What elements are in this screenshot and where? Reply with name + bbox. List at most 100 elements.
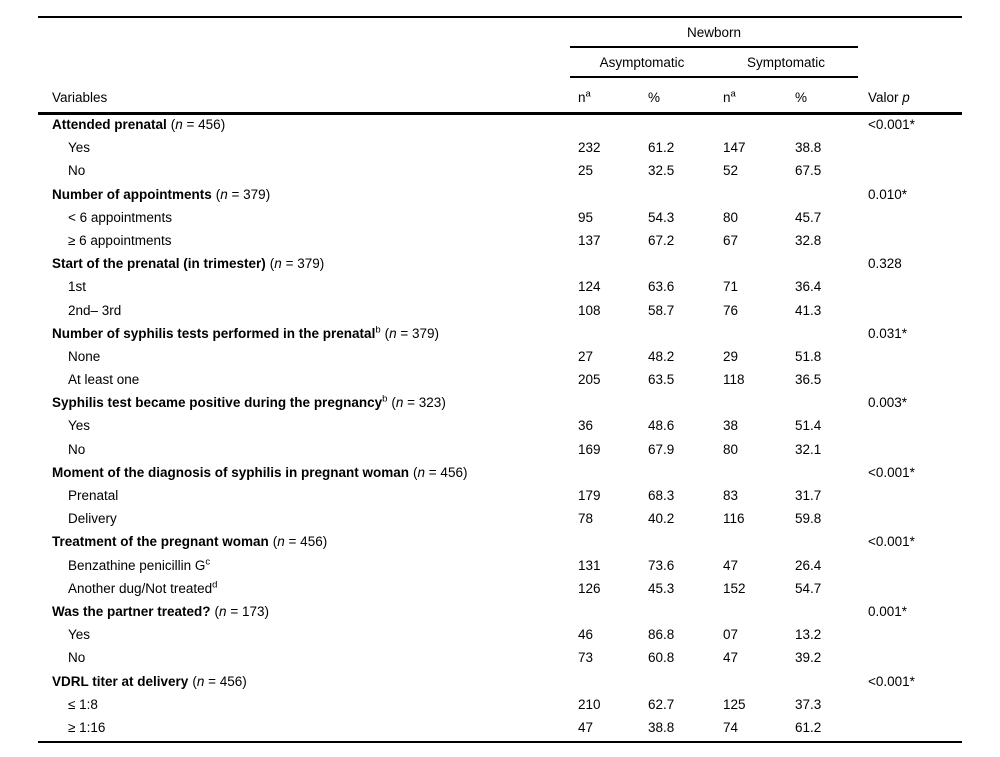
symptomatic-n: 83 xyxy=(723,488,739,503)
category-row: ≤ 1:8 210 62.7 125 37.3 xyxy=(38,693,962,716)
sample-size-note: (n = 456) xyxy=(170,117,226,132)
symptomatic-n: 38 xyxy=(723,418,739,434)
variable-label: Moment of the diagnosis of syphilis in p… xyxy=(52,464,468,480)
asymptomatic-n: 126 xyxy=(578,580,601,596)
sample-size-note: (n = 456) xyxy=(192,673,247,689)
column-header-row: Variables na % na % Valor p xyxy=(38,84,962,112)
asymptomatic-pct: 62.7 xyxy=(648,696,675,712)
symptomatic-n: 07 xyxy=(723,627,739,643)
category-row: Benzathine penicillin Gc 131 73.6 47 26.4 xyxy=(38,554,962,577)
sample-size-note: (n = 323) xyxy=(391,395,446,411)
asymptomatic-pct: 40.2 xyxy=(648,511,675,527)
symptomatic-pct: 59.8 xyxy=(795,511,822,527)
asymptomatic-n: 232 xyxy=(578,140,601,156)
n-superscript: a xyxy=(730,88,736,100)
footnote-marker: b xyxy=(375,324,381,336)
symptomatic-n: 47 xyxy=(723,650,739,666)
symptomatic-pct: 54.7 xyxy=(795,580,822,596)
asymptomatic-n: 25 xyxy=(578,163,594,179)
variable-section-row: Number of appointments (n = 379) 0.010* xyxy=(38,183,962,206)
variable-section-row: Number of syphilis tests performed in th… xyxy=(38,322,962,345)
category-row: Another dug/Not treatedd 126 45.3 152 54.7 xyxy=(38,577,962,600)
asymptomatic-n: 131 xyxy=(578,557,601,573)
asymptomatic-n: 108 xyxy=(578,302,601,318)
symptomatic-pct: 37.3 xyxy=(795,696,822,712)
asymptomatic-pct: 61.2 xyxy=(648,140,675,156)
group-underline xyxy=(570,46,858,48)
variable-section-row: Syphilis test became positive during the… xyxy=(38,391,962,414)
symptomatic-n: 116 xyxy=(723,511,745,527)
p-value: <0.001* xyxy=(868,673,915,689)
symptomatic-pct: 39.2 xyxy=(795,650,822,666)
symptomatic-pct: 38.8 xyxy=(795,140,822,156)
symptomatic-n: 152 xyxy=(723,580,746,596)
variable-label: Benzathine penicillin Gc xyxy=(68,556,211,573)
asymptomatic-pct: 48.2 xyxy=(648,348,675,364)
variable-label: 2nd– 3rd xyxy=(68,302,122,318)
symptomatic-pct: 61.2 xyxy=(795,719,822,735)
symptomatic-pct: 26.4 xyxy=(795,557,822,573)
subgroup-underline xyxy=(570,76,858,78)
variable-label: Number of syphilis tests performed in th… xyxy=(52,324,440,341)
column-header-pct-asymptomatic: % xyxy=(648,90,661,105)
subgroup-header-symptomatic: Symptomatic xyxy=(746,55,826,70)
category-row: Yes 232 61.2 147 38.8 xyxy=(38,136,962,159)
symptomatic-n: 29 xyxy=(723,348,739,364)
asymptomatic-n: 27 xyxy=(578,348,594,364)
variable-label: None xyxy=(68,348,101,364)
variable-section-row: Moment of the diagnosis of syphilis in p… xyxy=(38,461,962,484)
p-value: 0.003* xyxy=(868,395,908,411)
symptomatic-n: 118 xyxy=(723,372,745,388)
category-row: < 6 appointments 95 54.3 80 45.7 xyxy=(38,206,962,229)
variable-label: Treatment of the pregnant woman (n = 456) xyxy=(52,534,328,550)
variable-label: Number of appointments (n = 379) xyxy=(52,186,271,202)
bottom-rule xyxy=(38,741,962,743)
variable-label: No xyxy=(68,650,86,666)
symptomatic-n: 147 xyxy=(723,140,746,156)
asymptomatic-pct: 48.6 xyxy=(648,418,675,434)
asymptomatic-n: 179 xyxy=(578,488,601,503)
p-value: 0.010* xyxy=(868,186,908,202)
asymptomatic-pct: 32.5 xyxy=(648,163,675,179)
p-value: 0.001* xyxy=(868,603,908,619)
category-row: Yes 36 48.6 38 51.4 xyxy=(38,414,962,437)
variable-label: < 6 appointments xyxy=(68,209,172,225)
p-value: 0.031* xyxy=(868,325,908,341)
sample-size-note: (n = 379) xyxy=(384,325,440,341)
category-row: 1st 124 63.6 71 36.4 xyxy=(38,275,962,298)
asymptomatic-n: 78 xyxy=(578,511,594,527)
symptomatic-n: 71 xyxy=(723,279,739,295)
category-row: ≥ 6 appointments 137 67.2 67 32.8 xyxy=(38,229,962,252)
category-row: Prenatal 179 68.3 83 31.7 xyxy=(38,484,962,507)
column-header-n-asymptomatic: na xyxy=(578,88,591,105)
variable-label: Start of the prenatal (in trimester) (n =… xyxy=(52,256,325,272)
asymptomatic-n: 73 xyxy=(578,650,594,666)
variable-label: Was the partner treated? (n = 173) xyxy=(52,603,269,619)
variable-section-row: VDRL titer at delivery (n = 456) <0.001* xyxy=(38,670,962,693)
symptomatic-pct: 32.8 xyxy=(795,232,822,248)
asymptomatic-n: 124 xyxy=(578,279,601,295)
table-body: Attended prenatal (n = 456) <0.001* Yes 232 6… xyxy=(38,113,962,739)
category-row: ≥ 1:16 47 38.8 74 61.2 xyxy=(38,716,962,739)
symptomatic-n: 52 xyxy=(723,163,739,179)
variable-label: Attended prenatal (n = 456) xyxy=(52,117,226,132)
symptomatic-n: 74 xyxy=(723,719,739,735)
statistics-table: Newborn Asymptomatic Symptomatic Variabl… xyxy=(38,16,962,745)
asymptomatic-n: 47 xyxy=(578,719,594,735)
group-header-newborn: Newborn xyxy=(570,22,858,44)
column-header-variables: Variables xyxy=(52,90,108,105)
asymptomatic-pct: 63.5 xyxy=(648,372,675,388)
sample-size-note: (n = 456) xyxy=(272,534,328,550)
footnote-marker: d xyxy=(212,579,218,591)
asymptomatic-n: 36 xyxy=(578,418,594,434)
header-rule xyxy=(38,112,962,115)
asymptomatic-pct: 63.6 xyxy=(648,279,675,295)
variable-section-row: Start of the prenatal (in trimester) (n =… xyxy=(38,252,962,275)
asymptomatic-n: 169 xyxy=(578,441,601,457)
column-header-n-symptomatic: na xyxy=(723,88,736,105)
category-row: No 169 67.9 80 32.1 xyxy=(38,438,962,461)
asymptomatic-pct: 58.7 xyxy=(648,302,675,318)
asymptomatic-n: 137 xyxy=(578,232,601,248)
p-value: <0.001* xyxy=(868,534,915,550)
